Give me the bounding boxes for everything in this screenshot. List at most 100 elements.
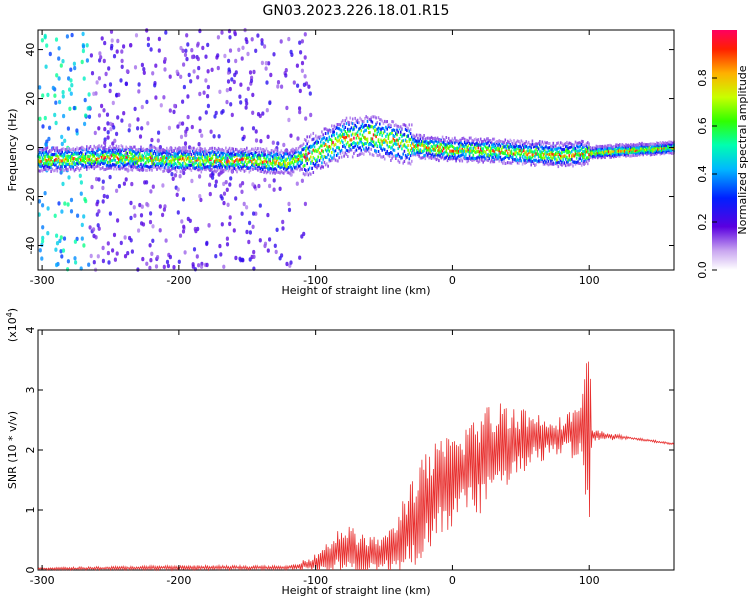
ridge-cell [184,153,187,157]
ridge-cell [401,134,403,138]
noise-cell [101,185,105,191]
ridge-cell [643,144,646,148]
ridge-cell [564,154,567,158]
ridge-cell [631,144,633,148]
ridge-cell [580,163,583,167]
noise-cell [142,67,146,72]
ridge-cell [559,156,562,160]
ridge-cell [102,151,104,154]
ridge-cell [611,150,614,153]
noise-cell [157,130,161,135]
ridge-cell [361,152,364,155]
ridge-cell [349,147,351,151]
ridge-cell [146,147,148,151]
ridge-cell [534,158,536,162]
ridge-cell [515,159,518,163]
ridge-cell [280,149,283,153]
ridge-cell [561,160,563,164]
ridge-cell [371,125,374,129]
noise-cell [143,180,147,185]
ridge-cell [619,143,621,147]
ridge-cell [557,146,560,150]
noise-cell [55,233,59,238]
ridge-cell [305,149,307,153]
ridge-cell [386,149,388,153]
ridge-cell [523,160,525,164]
ridge-cell [477,138,480,142]
ridge-cell [500,158,503,162]
noise-cell [182,84,186,90]
ridge-cell [578,145,580,149]
ridge-cell [515,150,518,154]
ridge-cell [552,141,555,145]
ridge-cell [636,150,638,153]
ridge-cell [136,167,139,171]
ridge-cell [39,147,41,151]
ridge-cell [487,137,489,141]
noise-cell [162,264,166,270]
ridge-cell [66,167,68,171]
ridge-cell [136,148,139,152]
ridge-cell [194,159,196,163]
ridge-cell [220,163,222,167]
noise-cell [260,60,264,66]
ridge-cell [148,159,151,162]
ridge-cell [390,124,392,127]
ridge-cell [127,161,130,165]
ridge-cell [399,133,402,137]
ridge-cell [147,160,150,164]
ridge-cell [286,149,289,153]
ridge-cell [397,138,399,142]
noise-cell [298,255,302,260]
ridge-cell [358,146,360,150]
ridge-cell [531,142,534,146]
ridge-cell [359,146,361,150]
ridge-cell [366,125,369,129]
ridge-cell [227,159,230,163]
ridge-cell [212,150,215,154]
ridge-cell [366,137,369,141]
noise-cell [227,58,231,64]
noise-cell [239,82,243,87]
ridge-cell [441,149,444,153]
ridge-cell [418,154,420,158]
ridge-cell [173,166,175,170]
ridge-cell [553,145,556,149]
ridge-cell [303,173,306,177]
ridge-cell [114,150,116,154]
ridge-cell [662,141,664,144]
ridge-cell [188,159,190,163]
noise-cell [151,71,155,76]
ridge-cell [287,161,290,165]
noise-cell [68,106,72,112]
ridge-cell [42,148,45,152]
ridge-cell [243,152,246,156]
ridge-cell [433,147,435,151]
ridge-cell [425,146,428,150]
noise-cell [97,209,101,214]
ridge-cell [45,158,47,162]
ridge-cell [195,156,198,160]
ridge-cell [589,150,592,154]
noise-cell [161,183,165,188]
ridge-cell [509,143,512,146]
ridge-cell [71,148,73,152]
noise-cell [133,106,137,112]
ridge-cell [124,163,126,167]
ridge-cell [381,142,383,146]
ridge-cell [532,158,535,162]
ridge-cell [108,149,110,153]
noise-cell [201,45,205,51]
ridge-cell [411,151,413,155]
noise-cell [148,265,152,271]
ridge-cell [425,154,428,158]
ridge-cell [41,164,44,168]
ridge-cell [137,147,140,151]
ridge-cell [93,144,95,148]
noise-cell [84,113,88,118]
ridge-cell [46,146,49,150]
ridge-cell [45,150,47,154]
ridge-cell [189,150,191,154]
ridge-cell [125,155,127,159]
ridge-cell [148,155,151,159]
